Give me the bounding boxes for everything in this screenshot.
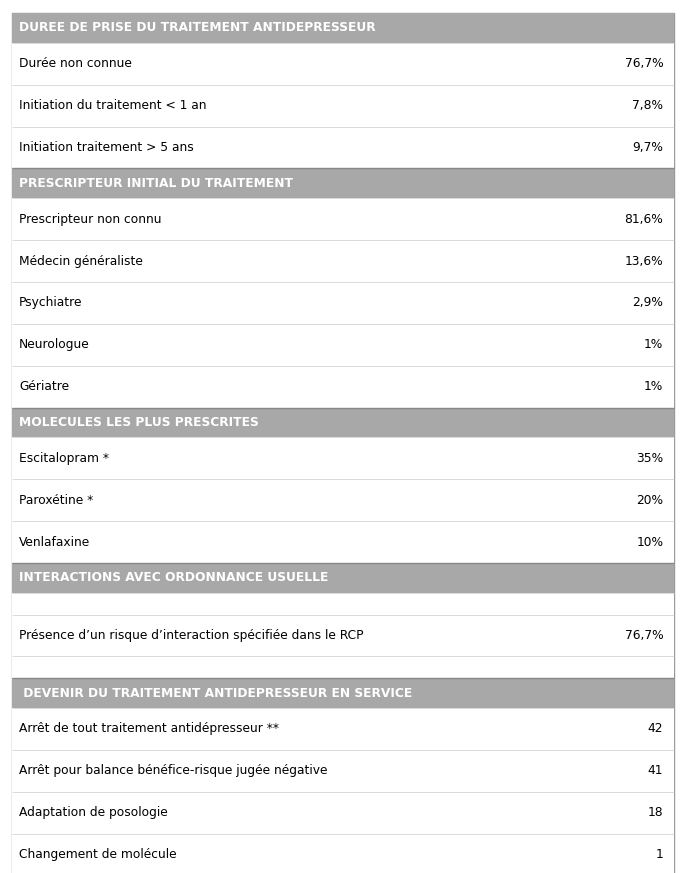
Text: DUREE DE PRISE DU TRAITEMENT ANTIDEPRESSEUR: DUREE DE PRISE DU TRAITEMENT ANTIDEPRESS… bbox=[19, 22, 376, 34]
Text: 76,7%: 76,7% bbox=[625, 58, 663, 70]
Text: 10%: 10% bbox=[637, 536, 663, 548]
Bar bbox=[12, 563, 674, 593]
Text: 1%: 1% bbox=[644, 381, 663, 393]
Text: Arrêt pour balance bénéfice-risque jugée négative: Arrêt pour balance bénéfice-risque jugée… bbox=[19, 765, 328, 777]
Text: 1%: 1% bbox=[644, 339, 663, 351]
Text: Escitalopram *: Escitalopram * bbox=[19, 452, 109, 464]
Text: Durée non connue: Durée non connue bbox=[19, 58, 132, 70]
Bar bbox=[12, 678, 674, 708]
Text: 7,8%: 7,8% bbox=[632, 100, 663, 112]
Text: Initiation traitement > 5 ans: Initiation traitement > 5 ans bbox=[19, 141, 194, 154]
Bar bbox=[12, 85, 674, 127]
Bar bbox=[12, 521, 674, 563]
Text: INTERACTIONS AVEC ORDONNANCE USUELLE: INTERACTIONS AVEC ORDONNANCE USUELLE bbox=[19, 572, 329, 584]
Bar bbox=[12, 615, 674, 656]
Bar bbox=[12, 750, 674, 792]
Text: 1: 1 bbox=[656, 849, 663, 861]
Text: PRESCRIPTEUR INITIAL DU TRAITEMENT: PRESCRIPTEUR INITIAL DU TRAITEMENT bbox=[19, 177, 293, 189]
Text: 20%: 20% bbox=[637, 494, 663, 506]
Bar bbox=[12, 127, 674, 168]
Text: 13,6%: 13,6% bbox=[625, 255, 663, 267]
Text: 76,7%: 76,7% bbox=[625, 629, 663, 642]
Text: Médecin généraliste: Médecin généraliste bbox=[19, 255, 143, 267]
Bar bbox=[12, 792, 674, 834]
Bar bbox=[12, 708, 674, 750]
Bar bbox=[12, 834, 674, 873]
Text: Venlafaxine: Venlafaxine bbox=[19, 536, 91, 548]
Text: Psychiatre: Psychiatre bbox=[19, 297, 83, 309]
Bar bbox=[12, 656, 674, 678]
Bar bbox=[12, 168, 674, 198]
Text: Arrêt de tout traitement antidépresseur **: Arrêt de tout traitement antidépresseur … bbox=[19, 723, 279, 735]
Text: Neurologue: Neurologue bbox=[19, 339, 90, 351]
Text: 41: 41 bbox=[648, 765, 663, 777]
Text: Présence d’un risque d’interaction spécifiée dans le RCP: Présence d’un risque d’interaction spéci… bbox=[19, 629, 364, 642]
Text: Paroxétine *: Paroxétine * bbox=[19, 494, 93, 506]
Bar bbox=[12, 366, 674, 408]
Text: Changement de molécule: Changement de molécule bbox=[19, 849, 177, 861]
Text: 9,7%: 9,7% bbox=[632, 141, 663, 154]
Bar bbox=[12, 43, 674, 85]
Bar bbox=[12, 13, 674, 43]
Text: Initiation du traitement < 1 an: Initiation du traitement < 1 an bbox=[19, 100, 206, 112]
Text: 42: 42 bbox=[648, 723, 663, 735]
Text: 35%: 35% bbox=[636, 452, 663, 464]
Text: 2,9%: 2,9% bbox=[632, 297, 663, 309]
Text: DEVENIR DU TRAITEMENT ANTIDEPRESSEUR EN SERVICE: DEVENIR DU TRAITEMENT ANTIDEPRESSEUR EN … bbox=[19, 687, 412, 699]
Text: Prescripteur non connu: Prescripteur non connu bbox=[19, 213, 162, 225]
Bar bbox=[12, 282, 674, 324]
Text: Gériatre: Gériatre bbox=[19, 381, 69, 393]
Text: MOLECULES LES PLUS PRESCRITES: MOLECULES LES PLUS PRESCRITES bbox=[19, 416, 259, 429]
Bar bbox=[12, 198, 674, 240]
Text: 18: 18 bbox=[648, 807, 663, 819]
Bar bbox=[12, 408, 674, 437]
Bar bbox=[12, 324, 674, 366]
Text: 81,6%: 81,6% bbox=[625, 213, 663, 225]
Bar bbox=[12, 593, 674, 615]
Bar bbox=[12, 240, 674, 282]
Text: Adaptation de posologie: Adaptation de posologie bbox=[19, 807, 168, 819]
Bar bbox=[12, 437, 674, 479]
Bar bbox=[12, 479, 674, 521]
